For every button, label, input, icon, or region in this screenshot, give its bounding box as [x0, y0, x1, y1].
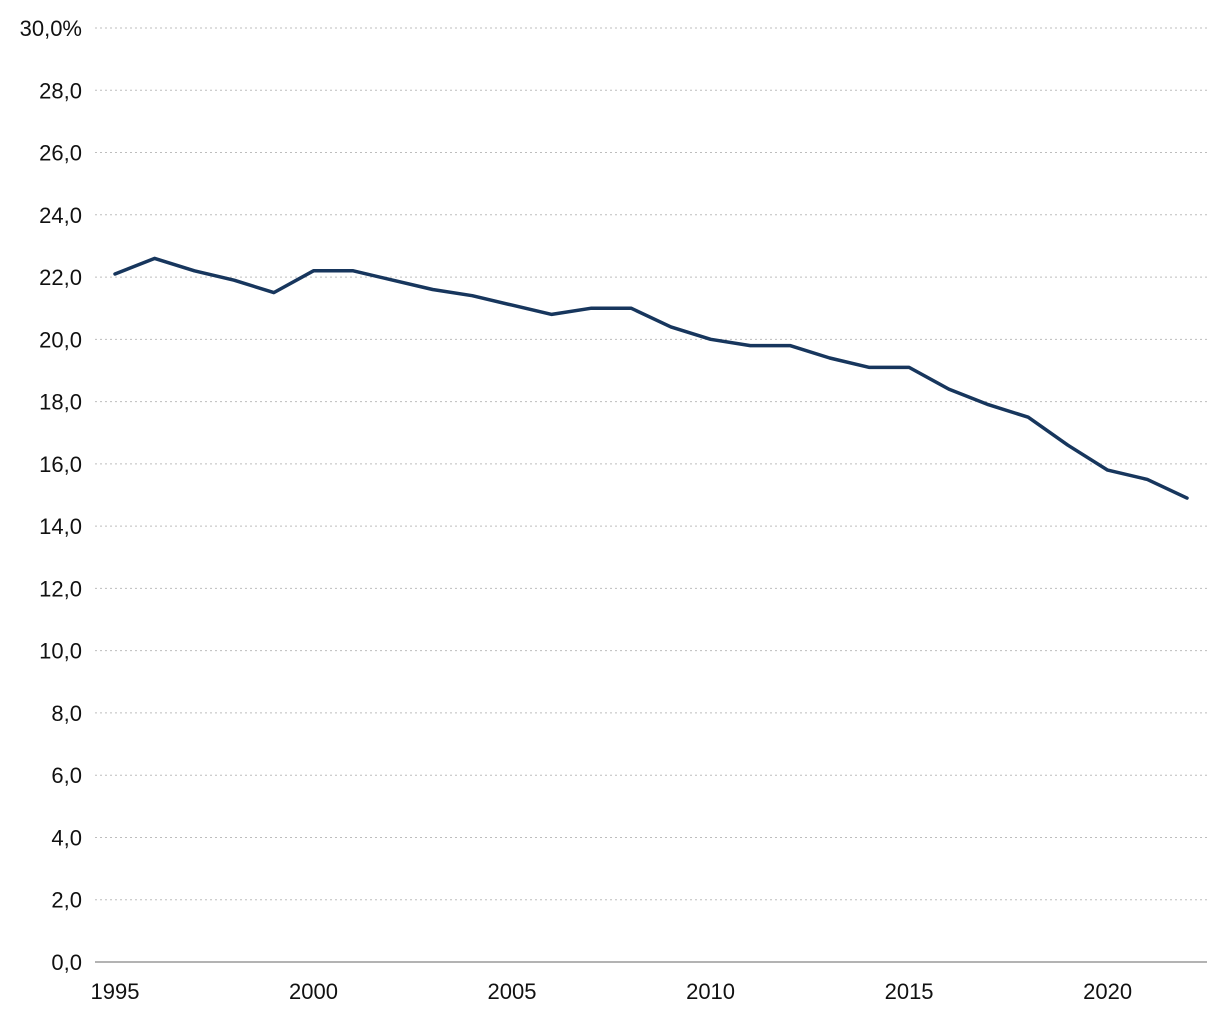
- y-tick-label: 24,0: [39, 203, 82, 228]
- y-tick-label: 12,0: [39, 576, 82, 601]
- grid: [95, 27, 1207, 901]
- series-line: [113, 256, 1189, 500]
- y-tick-label: 30,0%: [20, 16, 82, 41]
- y-tick-label: 6,0: [51, 763, 82, 788]
- y-tick-label: 20,0: [39, 327, 82, 352]
- x-tick-label: 2020: [1083, 979, 1132, 1004]
- x-tick-label: 1995: [91, 979, 140, 1004]
- series: [113, 256, 1189, 500]
- x-tick-label: 2010: [686, 979, 735, 1004]
- y-tick-label: 10,0: [39, 639, 82, 664]
- y-tick-label: 18,0: [39, 390, 82, 415]
- y-tick-label: 2,0: [51, 888, 82, 913]
- x-tick-label: 2005: [488, 979, 537, 1004]
- y-tick-label: 28,0: [39, 78, 82, 103]
- y-tick-label: 22,0: [39, 265, 82, 290]
- y-tick-label: 8,0: [51, 701, 82, 726]
- y-tick-label: 0,0: [51, 950, 82, 975]
- y-tick-label: 16,0: [39, 452, 82, 477]
- y-tick-label: 14,0: [39, 514, 82, 539]
- x-axis-ticks: 1995 2000 2005 2010 2015 2020: [91, 979, 1133, 1004]
- y-tick-label: 26,0: [39, 141, 82, 166]
- x-tick-label: 2015: [885, 979, 934, 1004]
- x-tick-label: 2000: [289, 979, 338, 1004]
- y-tick-label: 4,0: [51, 825, 82, 850]
- y-axis-ticks: 0,0 2,0 4,0 6,0 8,0 10,0 12,0 14,0 16,0 18,0 20,0 2…: [20, 16, 82, 975]
